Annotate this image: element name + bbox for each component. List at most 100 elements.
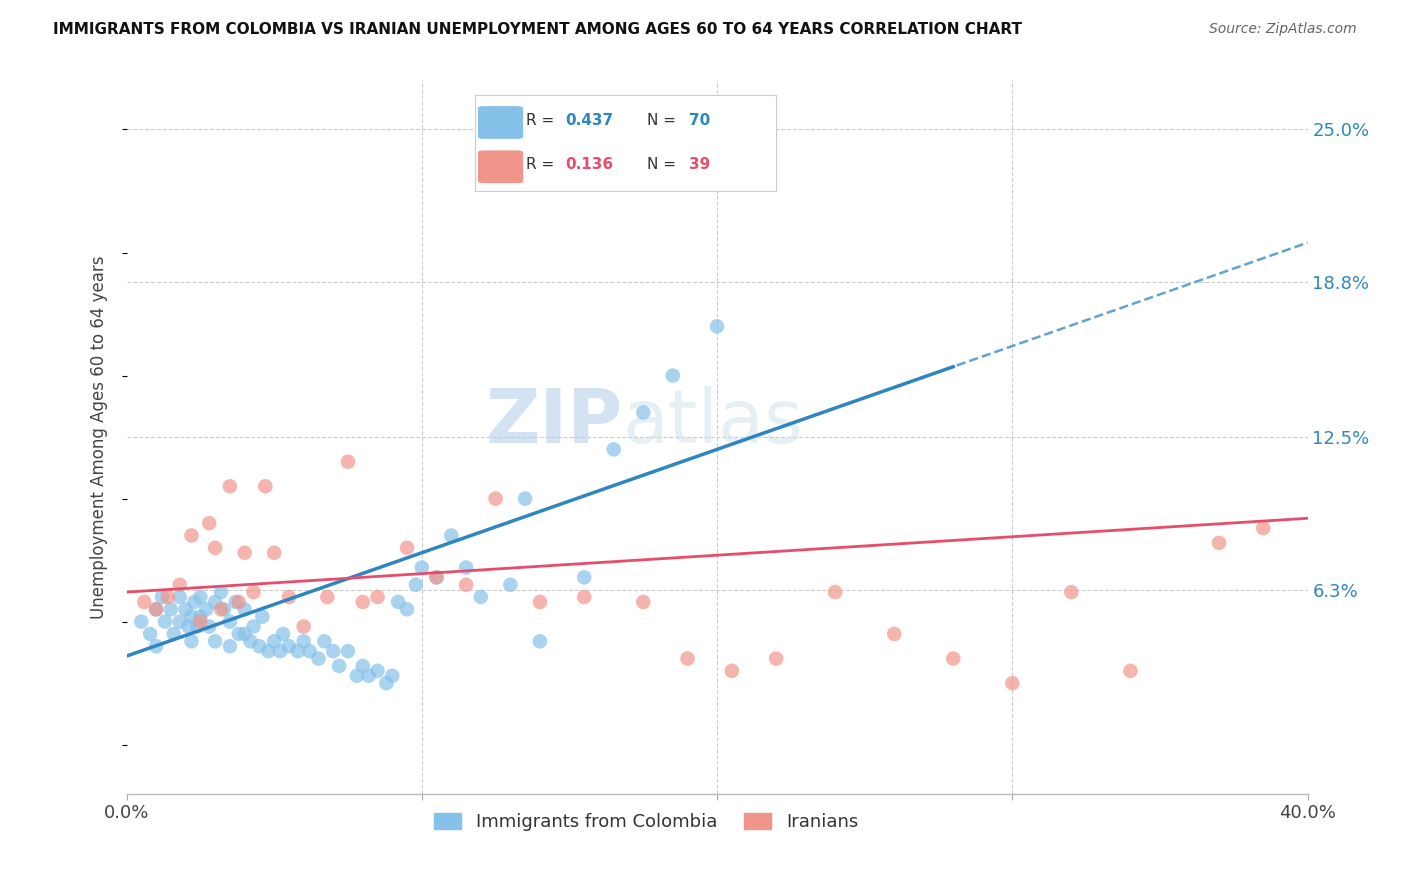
Point bbox=[145, 639, 167, 653]
Point bbox=[633, 595, 655, 609]
Point bbox=[375, 676, 398, 690]
Point bbox=[470, 590, 492, 604]
Point bbox=[1253, 521, 1275, 535]
Point bbox=[228, 627, 250, 641]
Point bbox=[183, 595, 205, 609]
Point bbox=[322, 644, 344, 658]
Point bbox=[357, 669, 380, 683]
Point bbox=[396, 602, 419, 616]
Text: Source: ZipAtlas.com: Source: ZipAtlas.com bbox=[1209, 22, 1357, 37]
Point bbox=[396, 541, 419, 555]
Point bbox=[1060, 585, 1083, 599]
Point bbox=[186, 619, 208, 633]
Point bbox=[440, 528, 463, 542]
Point bbox=[337, 455, 360, 469]
Point bbox=[198, 619, 221, 633]
Point bbox=[292, 619, 315, 633]
Point bbox=[515, 491, 537, 506]
Point bbox=[180, 634, 202, 648]
Point bbox=[1119, 664, 1142, 678]
Point bbox=[387, 595, 409, 609]
Point bbox=[239, 634, 262, 648]
Point bbox=[180, 528, 202, 542]
Point bbox=[156, 590, 179, 604]
Point bbox=[751, 135, 773, 149]
Point bbox=[499, 578, 522, 592]
Point bbox=[278, 590, 301, 604]
Point bbox=[180, 609, 202, 624]
Point bbox=[269, 644, 291, 658]
Point bbox=[633, 405, 655, 419]
Point bbox=[352, 659, 374, 673]
Point bbox=[425, 570, 447, 584]
Point bbox=[720, 664, 742, 678]
Point bbox=[195, 602, 218, 616]
Point bbox=[292, 634, 315, 648]
Text: atlas: atlas bbox=[623, 386, 804, 459]
Legend: Immigrants from Colombia, Iranians: Immigrants from Colombia, Iranians bbox=[427, 805, 865, 838]
Point bbox=[204, 595, 226, 609]
Point bbox=[278, 639, 301, 653]
Point bbox=[169, 590, 191, 604]
Point bbox=[233, 602, 256, 616]
Point bbox=[212, 602, 235, 616]
Point bbox=[1208, 536, 1230, 550]
Point bbox=[209, 585, 232, 599]
Point bbox=[139, 627, 162, 641]
Point bbox=[824, 585, 846, 599]
Point bbox=[328, 659, 350, 673]
Point bbox=[153, 615, 176, 629]
Point bbox=[129, 615, 153, 629]
Point bbox=[254, 479, 277, 493]
Point bbox=[367, 590, 389, 604]
Point bbox=[574, 590, 596, 604]
Point bbox=[456, 560, 478, 574]
Point bbox=[188, 590, 212, 604]
Point bbox=[942, 651, 965, 665]
Point bbox=[219, 615, 242, 629]
Point bbox=[233, 627, 256, 641]
Point bbox=[337, 644, 360, 658]
Point bbox=[603, 442, 626, 457]
Point bbox=[145, 602, 167, 616]
Point bbox=[145, 602, 167, 616]
Point bbox=[169, 578, 191, 592]
Point bbox=[160, 602, 183, 616]
Point bbox=[198, 516, 221, 531]
Point bbox=[228, 595, 250, 609]
Point bbox=[252, 609, 274, 624]
Point bbox=[411, 560, 433, 574]
Point bbox=[150, 590, 173, 604]
Point bbox=[225, 595, 247, 609]
Point bbox=[169, 615, 191, 629]
Point bbox=[352, 595, 374, 609]
Y-axis label: Unemployment Among Ages 60 to 64 years: Unemployment Among Ages 60 to 64 years bbox=[90, 255, 108, 619]
Point bbox=[456, 578, 478, 592]
Point bbox=[249, 639, 271, 653]
Point bbox=[765, 651, 787, 665]
Point bbox=[204, 634, 226, 648]
Point bbox=[163, 627, 186, 641]
Point bbox=[425, 570, 447, 584]
Point bbox=[316, 590, 339, 604]
Point bbox=[574, 570, 596, 584]
Point bbox=[367, 664, 389, 678]
Point bbox=[233, 546, 256, 560]
Point bbox=[1001, 676, 1024, 690]
Point bbox=[662, 368, 685, 383]
Point bbox=[405, 578, 427, 592]
Point bbox=[308, 651, 330, 665]
Point bbox=[263, 546, 285, 560]
Point bbox=[381, 669, 404, 683]
Point bbox=[188, 609, 212, 624]
Point bbox=[242, 619, 264, 633]
Point bbox=[177, 619, 200, 633]
Point bbox=[134, 595, 156, 609]
Point bbox=[346, 669, 368, 683]
Point bbox=[529, 595, 551, 609]
Point bbox=[204, 541, 226, 555]
Point bbox=[242, 585, 264, 599]
Point bbox=[314, 634, 336, 648]
Point bbox=[263, 634, 285, 648]
Point bbox=[257, 644, 280, 658]
